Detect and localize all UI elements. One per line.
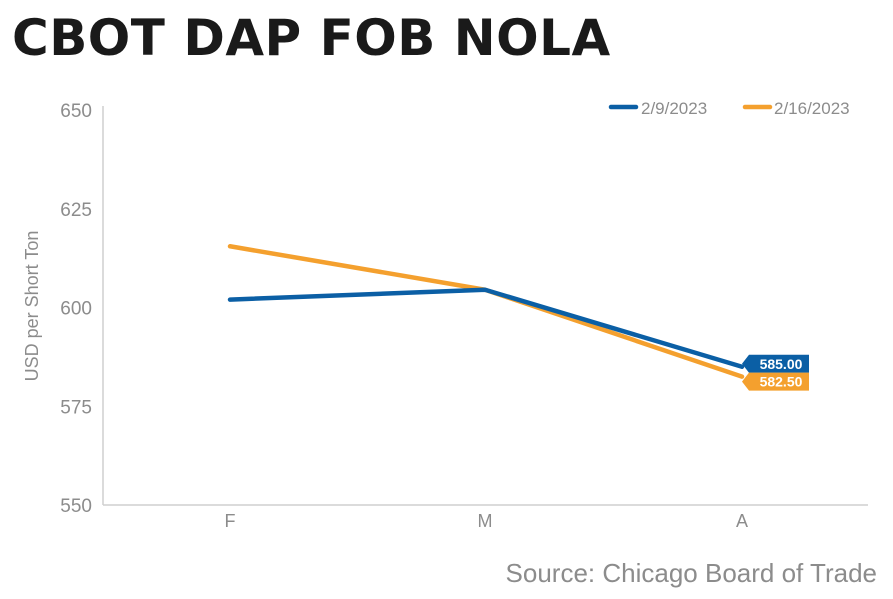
value-label: 585.00	[760, 356, 803, 372]
y-tick-label: 625	[60, 200, 92, 221]
x-tick-label: M	[478, 511, 493, 531]
value-label-box	[742, 354, 809, 373]
series-line	[227, 287, 745, 369]
x-tick-label: A	[736, 511, 748, 531]
y-tick-label: 600	[60, 299, 92, 320]
legend-label: 2/16/2023	[774, 99, 850, 118]
value-label-box	[742, 372, 809, 391]
y-tick-label: 550	[60, 496, 92, 517]
axes	[102, 106, 868, 506]
chart-title: CBOT DAP FOB NOLA	[12, 9, 611, 67]
series-line	[227, 244, 745, 379]
series-lines	[227, 244, 745, 379]
y-tick-label: 575	[60, 397, 92, 418]
value-labels: 585.00 582.50	[742, 354, 809, 391]
source-note: Source: Chicago Board of Trade	[505, 558, 877, 588]
tick-labels: 650 625 600 575 550 F M A	[60, 101, 748, 531]
y-axis-label: USD per Short Ton	[22, 231, 42, 382]
value-label: 582.50	[760, 374, 803, 390]
legend: 2/9/2023 2/16/2023	[608, 99, 850, 118]
x-tick-label: F	[225, 511, 236, 531]
value-label-group: 582.50	[742, 372, 809, 391]
y-tick-label: 650	[60, 101, 92, 122]
legend-label: 2/9/2023	[641, 99, 707, 118]
value-label-group: 585.00	[742, 354, 809, 373]
